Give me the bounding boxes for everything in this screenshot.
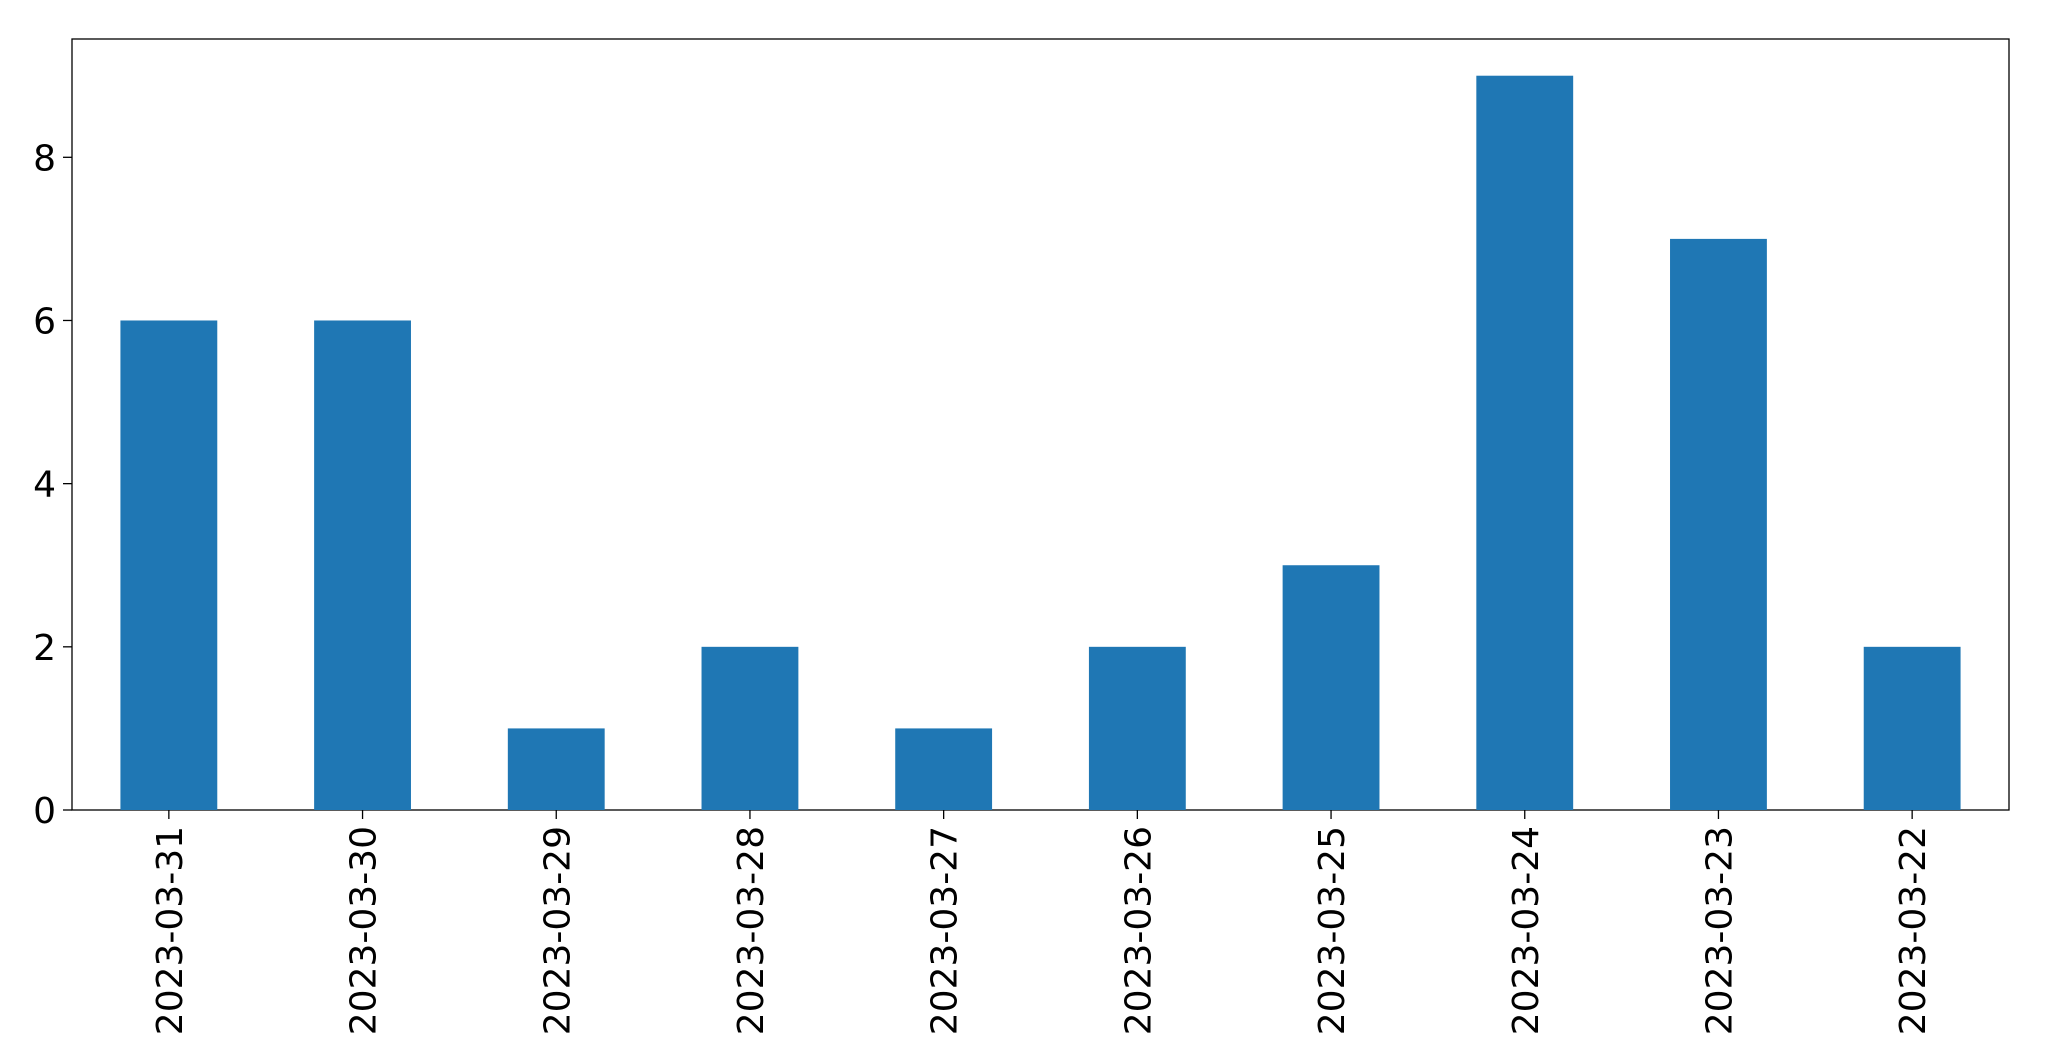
bar — [1476, 75, 1574, 810]
x-tick-label: 2023-03-28 — [731, 826, 772, 1035]
bar — [701, 646, 799, 810]
x-tick-label: 2023-03-30 — [344, 826, 385, 1035]
y-tick-label: 8 — [33, 138, 56, 179]
bar — [1863, 646, 1961, 810]
x-tick-label: 2023-03-24 — [1506, 826, 1547, 1035]
x-tick-label: 2023-03-29 — [537, 826, 578, 1035]
bar — [507, 728, 605, 810]
y-tick-label: 6 — [33, 301, 56, 342]
bar — [1282, 565, 1380, 810]
plot-frame — [71, 38, 2010, 811]
x-tick-label: 2023-03-27 — [925, 826, 966, 1035]
y-tick-label: 4 — [33, 465, 56, 506]
y-tick-label: 2 — [33, 628, 56, 669]
x-tick-label: 2023-03-23 — [1699, 826, 1740, 1035]
bar — [120, 320, 218, 810]
bar — [895, 728, 993, 810]
x-tick-label: 2023-03-22 — [1893, 826, 1934, 1035]
x-tick-label: 2023-03-25 — [1312, 826, 1353, 1035]
x-tick-label: 2023-03-31 — [150, 826, 191, 1035]
bar — [1088, 646, 1186, 810]
bar — [1670, 238, 1767, 810]
x-tick-label: 2023-03-26 — [1118, 826, 1159, 1035]
y-tick-label: 0 — [33, 791, 56, 832]
bar — [314, 320, 411, 810]
